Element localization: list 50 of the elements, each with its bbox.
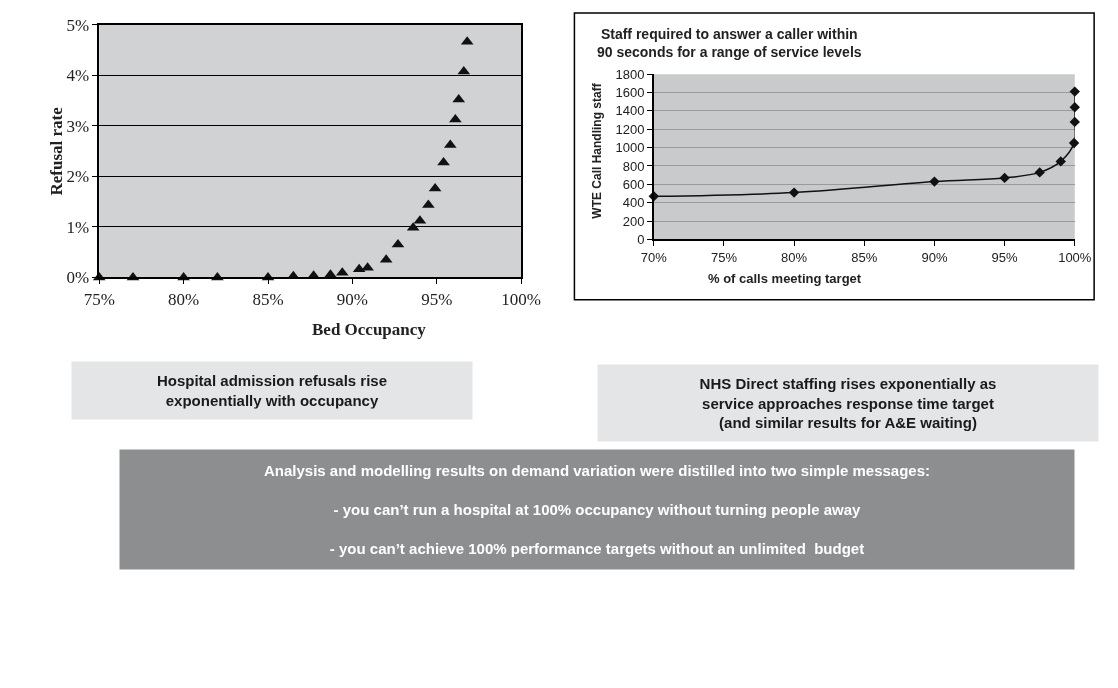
- point: [428, 182, 442, 192]
- x-tick-label: 80%: [781, 249, 808, 265]
- point: [452, 93, 466, 103]
- x-tick-label: 85%: [851, 249, 878, 265]
- y-tick-label: 1200: [615, 121, 645, 137]
- point: [929, 176, 940, 187]
- text: - you can’t achieve 100% performance targets without an unlimited budget: [329, 540, 865, 557]
- y-axis-title: Refusal rate: [46, 106, 66, 196]
- point: [1068, 137, 1080, 149]
- x-tick-label: 75%: [710, 249, 738, 265]
- x-axis-title: Bed Occupancy: [312, 320, 427, 339]
- y-tick-label: 1000: [615, 140, 645, 156]
- x-axis-title: % of calls meeting target: [708, 271, 862, 286]
- chart-title: Staff required to answer a caller within 90 seconds for a range of service levels: [597, 26, 862, 61]
- y-tick-label: 400: [622, 195, 645, 211]
- text: Hospital admission refusals rise exponentially with occupancy: [156, 372, 388, 409]
- y-tick-label: 0: [637, 232, 645, 248]
- point: [1069, 102, 1080, 113]
- text: NHS Direct staffing rises exponentially as service approaches response time target (and similar results for A&E waiting): [699, 375, 997, 431]
- y-tick-label: 1800: [615, 66, 645, 82]
- x-tick-label: 95%: [421, 289, 453, 309]
- x-tick-label: 90%: [921, 249, 948, 265]
- x-tick-label: 70%: [640, 249, 668, 265]
- point: [1069, 116, 1080, 128]
- x-tick-label: 90%: [336, 289, 368, 309]
- x-tick-label: 100%: [1058, 249, 1092, 265]
- y-tick-label: 0%: [66, 268, 90, 288]
- x-tick-label: 100%: [501, 289, 542, 309]
- point: [1034, 167, 1045, 178]
- y-tick-label: 800: [622, 158, 645, 174]
- y-tick-label: 600: [622, 176, 645, 192]
- y-tick-label: 200: [622, 213, 645, 229]
- point: [999, 172, 1010, 184]
- x-tick-label: 85%: [252, 289, 284, 309]
- text: - you can’t run a hospital at 100% occupancy without turning people away: [333, 501, 862, 518]
- y-tick-label: 1400: [615, 103, 645, 119]
- x-tick-label: 95%: [991, 249, 1019, 265]
- y-axis-title: WTE Call Handling staff: [589, 82, 604, 219]
- y-tick-label: 3%: [66, 116, 90, 136]
- x-tick-label: 75%: [83, 289, 115, 309]
- point: [788, 187, 800, 198]
- y-tick-label: 4%: [66, 66, 90, 86]
- y-tick-label: 1600: [615, 85, 645, 101]
- text: Analysis and modelling results on demand variation were distilled into two simple messages:: [264, 462, 930, 479]
- x-tick-label: 80%: [168, 289, 200, 309]
- point: [1055, 156, 1066, 167]
- point: [1069, 86, 1080, 97]
- y-tick-label: 5%: [66, 15, 90, 35]
- y-tick-label: 2%: [66, 167, 90, 187]
- y-tick-label: 1%: [66, 217, 90, 237]
